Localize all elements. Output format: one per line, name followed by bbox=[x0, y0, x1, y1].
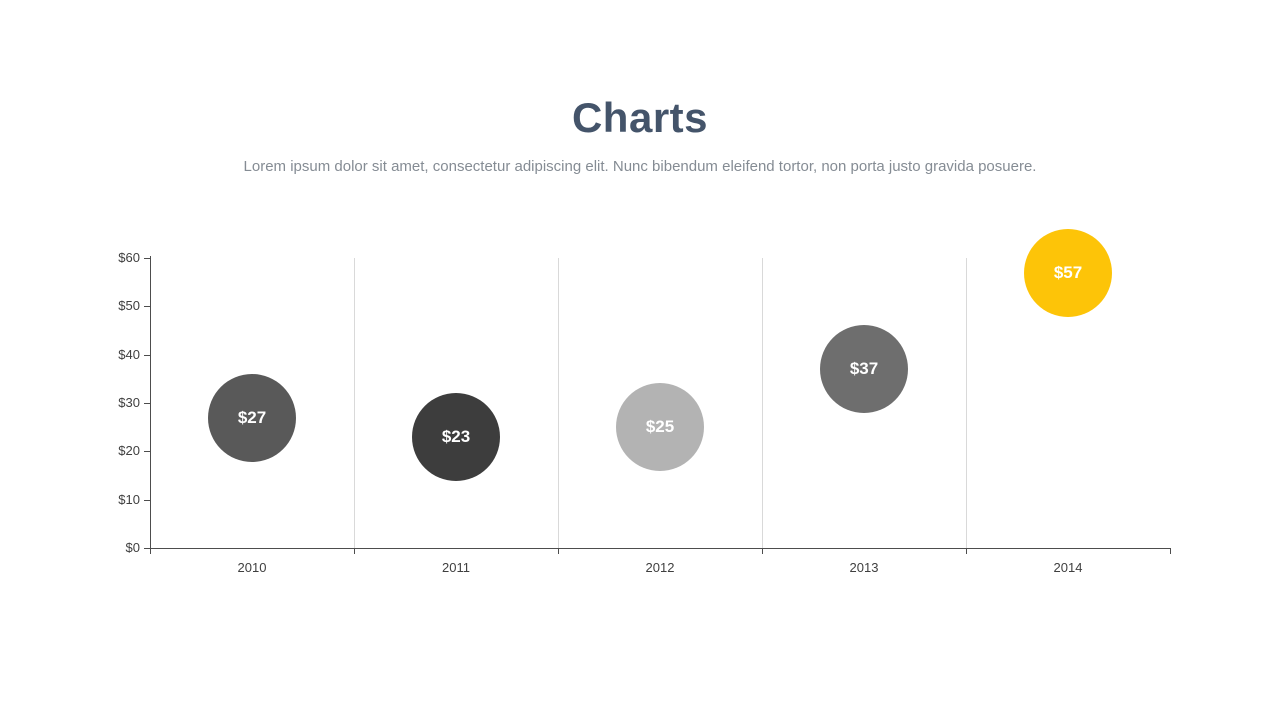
x-axis-tick bbox=[150, 548, 151, 554]
x-axis-tick bbox=[762, 548, 763, 554]
x-axis-tick bbox=[354, 548, 355, 554]
y-axis-tick bbox=[144, 306, 150, 308]
y-axis-tick bbox=[144, 451, 150, 453]
page-title: Charts bbox=[571, 94, 709, 141]
data-bubble-2011: $23 bbox=[412, 392, 500, 481]
y-axis-tick bbox=[144, 354, 150, 356]
y-axis-tick bbox=[144, 258, 150, 259]
data-bubble-2012: $25 bbox=[616, 383, 704, 472]
y-axis-tick bbox=[144, 548, 150, 549]
x-tick-label: 2011 bbox=[442, 560, 470, 575]
slide-subtitle: Lorem ipsum dolor sit amet, consectetur … bbox=[243, 158, 1037, 175]
y-axis bbox=[150, 256, 151, 554]
x-tick-label: 2013 bbox=[849, 560, 879, 575]
data-bubble-2014: $57 bbox=[1024, 228, 1112, 317]
data-bubble-2013: $37 bbox=[820, 325, 908, 414]
bubble-value-label: $57 bbox=[1053, 262, 1083, 282]
bubble-value-label: $27 bbox=[237, 407, 267, 427]
x-axis-tick bbox=[966, 548, 967, 554]
y-tick-label: $20 bbox=[118, 443, 140, 459]
x-tick-label: 2012 bbox=[645, 560, 675, 575]
data-bubble-2010: $27 bbox=[208, 373, 296, 462]
y-tick-label: $40 bbox=[118, 346, 140, 362]
y-tick-label: $0 bbox=[125, 540, 140, 555]
y-tick-label: $50 bbox=[118, 298, 140, 314]
vertical-gridline bbox=[966, 258, 967, 548]
bubble-value-label: $37 bbox=[849, 359, 879, 379]
x-axis bbox=[150, 548, 1170, 549]
y-tick-label: $10 bbox=[118, 491, 140, 507]
vertical-gridline bbox=[558, 258, 559, 548]
x-axis-tick bbox=[558, 548, 559, 554]
bubble-value-label: $23 bbox=[441, 426, 471, 446]
y-tick-label: $30 bbox=[118, 395, 140, 410]
y-tick-label: $60 bbox=[118, 250, 140, 265]
x-tick-label: 2010 bbox=[237, 560, 267, 575]
vertical-gridline bbox=[762, 258, 763, 548]
x-tick-label: 2014 bbox=[1053, 560, 1083, 575]
y-axis-tick bbox=[144, 403, 150, 404]
vertical-gridline bbox=[354, 258, 355, 548]
bubble-value-label: $25 bbox=[645, 417, 675, 437]
y-axis-tick bbox=[144, 499, 150, 501]
x-axis-tick bbox=[1170, 548, 1171, 554]
